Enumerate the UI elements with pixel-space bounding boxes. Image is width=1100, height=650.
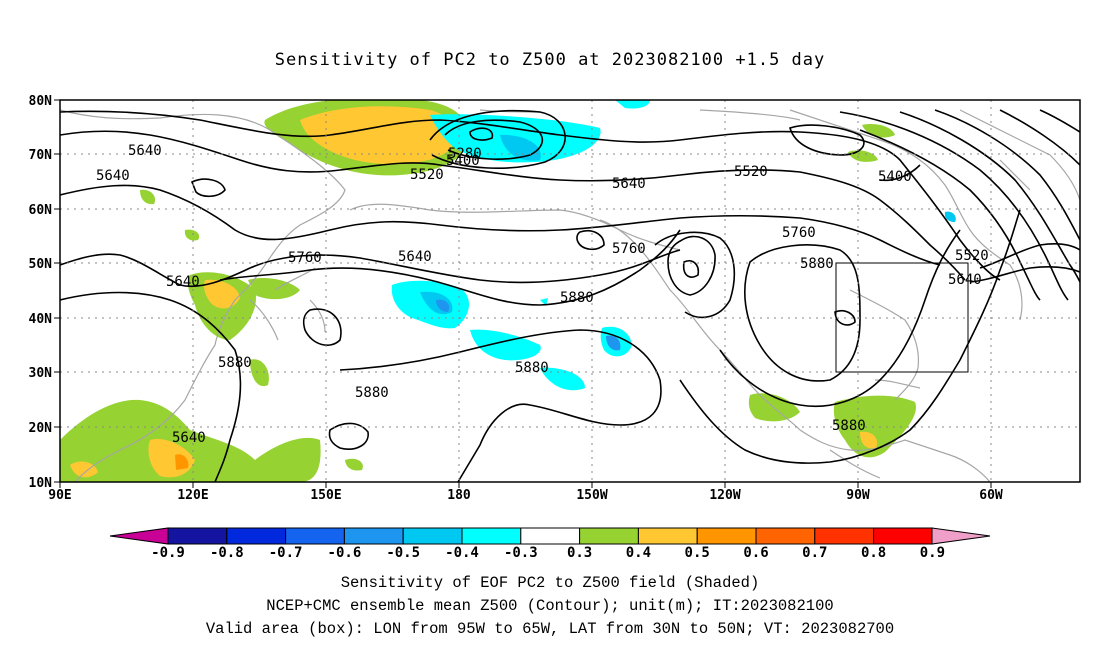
colorbar-right-triangle — [931, 527, 991, 545]
contour-label: 5760 — [782, 225, 816, 241]
contour-label: 5880 — [832, 418, 866, 434]
sensitivity-shading — [60, 100, 956, 482]
lat-label: 40N — [29, 312, 53, 327]
colorbar-label: -0.9 — [151, 545, 185, 560]
lat-label: 80N — [29, 94, 53, 109]
colorbar-label: 0.4 — [626, 545, 651, 560]
footer-line-2: NCEP+CMC ensemble mean Z500 (Contour); u… — [266, 597, 834, 615]
footer-line-3: Valid area (box): LON from 95W to 65W, L… — [205, 620, 895, 638]
colorbar-cell — [402, 527, 463, 545]
lon-label: 150W — [576, 488, 607, 503]
lon-label: 90E — [48, 488, 71, 503]
contour-label: 5640 — [172, 430, 206, 446]
colorbar-cell — [579, 527, 639, 545]
colorbar-label: -0.6 — [328, 545, 362, 560]
colorbar-label: 0.8 — [861, 545, 886, 560]
colorbar-left-triangle — [109, 527, 169, 545]
colorbar-cell — [461, 527, 522, 545]
coastlines — [60, 109, 1080, 482]
colorbar-label: 0.3 — [567, 545, 592, 560]
contour-label: 5880 — [560, 290, 594, 306]
gridlines — [60, 100, 1080, 482]
colorbar-label: 0.6 — [743, 545, 768, 560]
contour-label: 5760 — [612, 241, 646, 257]
contour-label: 5640 — [398, 249, 432, 265]
lat-label: 60N — [29, 203, 53, 218]
colorbar-cell — [167, 527, 228, 545]
contour-label: 5640 — [948, 272, 982, 288]
lon-label: 120E — [177, 488, 208, 503]
colorbar-cell — [755, 527, 816, 545]
longitude-axis: 90E 120E 150E 180 150W 120W 90W 60W — [48, 482, 1003, 503]
colorbar-cell — [226, 527, 287, 545]
colorbar-cell — [873, 527, 933, 545]
lon-label: 150E — [310, 488, 341, 503]
contour-label: 5640 — [166, 274, 200, 290]
colorbar-cell — [637, 527, 698, 545]
colorbar-label: -0.3 — [504, 545, 538, 560]
footer-line-1: Sensitivity of EOF PC2 to Z500 field (Sh… — [340, 574, 760, 592]
z500-contours — [60, 109, 1080, 482]
sensitivity-map: 5280 5400 5520 5640 5640 5640 5640 5760 … — [29, 94, 1081, 560]
contour-label: 5280 — [448, 146, 482, 162]
colorbar-cell — [814, 527, 875, 545]
lat-label: 20N — [29, 421, 53, 436]
colorbar-label: 0.9 — [920, 545, 945, 560]
contour-label: 5520 — [955, 248, 989, 264]
colorbar-label: -0.4 — [445, 545, 479, 560]
colorbar-cell — [285, 527, 345, 545]
lon-label: 60W — [979, 488, 1003, 503]
map-title: Sensitivity of PC2 to Z500 at 2023082100… — [274, 50, 826, 70]
contour-label: 5520 — [734, 164, 768, 180]
map-frame — [59, 99, 1081, 483]
colorbar-cell — [696, 527, 757, 545]
lon-label: 120W — [709, 488, 740, 503]
lon-label: 90W — [846, 488, 870, 503]
contour-label: 5520 — [410, 167, 444, 183]
contour-label: 5640 — [96, 168, 130, 184]
contour-label: 5760 — [288, 250, 322, 266]
colorbar: -0.9 -0.8 -0.7 -0.6 -0.5 -0.4 -0.3 0.3 0.4 0.5 0.6… — [109, 527, 991, 560]
colorbar-label: -0.7 — [269, 545, 303, 560]
colorbar-cell — [343, 527, 404, 545]
colorbar-label: 0.5 — [685, 545, 710, 560]
contour-label: 5880 — [515, 360, 549, 376]
contour-label: 5640 — [128, 143, 162, 159]
lat-label: 50N — [29, 257, 53, 272]
colorbar-cell — [520, 527, 581, 545]
lat-label: 10N — [29, 476, 53, 491]
contour-label: 5880 — [800, 256, 834, 272]
lat-label: 70N — [29, 148, 53, 163]
latitude-axis: 80N 70N 60N 50N 40N 30N 20N 10N — [29, 94, 60, 491]
contour-label: 5640 — [612, 176, 646, 192]
lon-label: 180 — [447, 488, 471, 503]
lat-label: 30N — [29, 366, 53, 381]
colorbar-label: 0.7 — [802, 545, 827, 560]
contour-label: 5880 — [355, 385, 389, 401]
contour-label: 5880 — [218, 355, 252, 371]
contour-label: 5400 — [878, 169, 912, 185]
valid-area-box — [835, 262, 969, 373]
contour-label: 5400 — [446, 153, 480, 169]
contour-labels: 5280 5400 5520 5640 5640 5640 5640 5760 … — [96, 143, 989, 446]
colorbar-label: -0.5 — [386, 545, 420, 560]
colorbar-label: -0.8 — [210, 545, 244, 560]
